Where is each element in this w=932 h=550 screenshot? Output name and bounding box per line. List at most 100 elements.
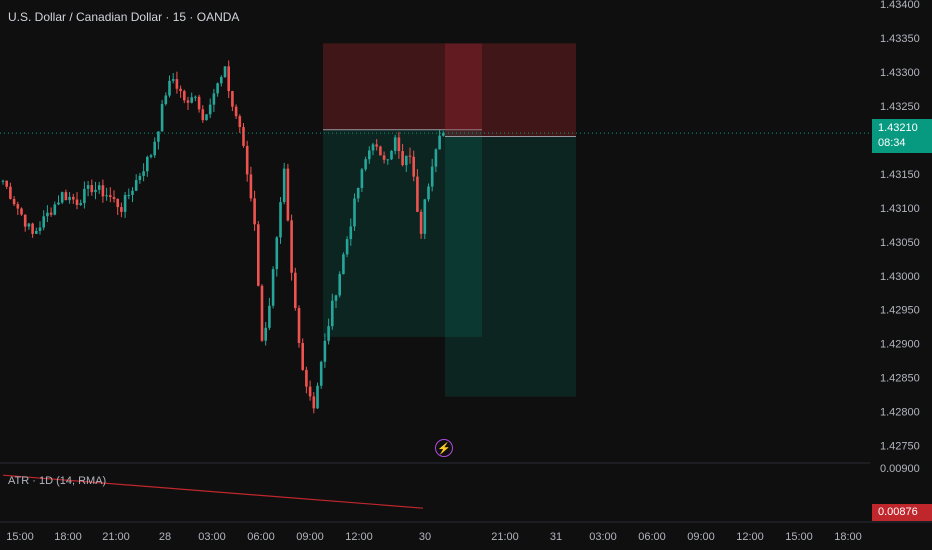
candles [1,60,445,414]
candle-body [175,79,179,89]
candle-body [112,197,116,199]
candle-body [223,66,227,77]
candle-body [205,114,208,121]
candle-body [301,343,304,370]
short-position-2-target-zone [445,136,576,397]
time-tick-label: 21:00 [102,531,130,543]
candle-body [316,385,319,409]
candle-body [183,91,186,101]
time-tick-label: 31 [550,531,562,543]
candle-body [105,195,108,197]
time-tick-label: 21:00 [491,531,519,543]
price-tick-label: 1.43050 [880,237,920,249]
candle-body [75,199,79,205]
candle-body [190,97,193,103]
candle-body [408,155,412,157]
candle-body [131,190,134,195]
candle-body [286,168,290,221]
candle-body [35,230,38,234]
atr-axis-label: 0.00900 [880,463,920,475]
time-tick-label: 06:00 [247,531,275,543]
candle-body [282,168,286,203]
price-tick-label: 1.42800 [880,407,920,419]
candle-body [79,203,82,205]
candle-body [57,202,60,205]
atr-indicator-label[interactable]: ATR · 1D (14, RMA) [8,475,107,487]
candle-body [290,220,293,273]
candle-body [94,189,97,193]
symbol-title[interactable]: U.S. Dollar / Canadian Dollar · 15 · OAN… [8,10,240,24]
candle-body [434,149,438,167]
position-tools[interactable] [323,43,576,397]
candle-body [342,254,345,275]
candle-body [160,104,164,132]
candle-body [227,66,230,92]
candle-body [164,95,168,105]
time-axis[interactable]: 15:00 18:00 21:00 28 03:00 06:00 09:00 12:00 30 2… [6,531,862,543]
candle-body [427,186,430,200]
candle-body [319,361,323,386]
candle-body [279,202,282,238]
candle-body [253,198,256,225]
price-tick-label: 1.43250 [880,101,920,113]
candle-body [423,199,427,234]
candle-body [245,145,249,175]
candle-body [234,106,238,117]
candle-body [16,204,20,209]
candle-body [179,88,182,92]
candle-body [430,166,434,187]
candle-body [120,207,123,212]
candle-body [294,272,297,309]
candle-body [101,185,105,197]
candle-body [90,185,94,193]
candle-body [72,196,75,200]
candle-body [86,185,90,189]
time-tick-label: 03:00 [198,531,226,543]
current-price-value: 1.43210 [878,122,918,134]
short-position-2-stop-zone [445,43,576,137]
candle-body [386,159,390,161]
candle-body [157,131,160,142]
candle-body [271,269,275,306]
price-tick-label: 1.43350 [880,33,920,45]
atr-current-badge: 0.00876 [872,504,932,521]
candle-body [208,104,212,115]
candle-body [331,300,334,327]
candle-body [46,212,49,217]
candle-body [442,133,445,136]
candle-body [305,369,308,387]
candle-body [216,83,219,94]
time-tick-label: 28 [159,531,171,543]
price-lines [0,132,932,523]
candle-body [127,194,131,196]
candle-body [138,175,142,181]
candle-body [345,239,349,255]
candle-body [97,185,101,190]
candle-body [368,150,371,160]
candle-body [412,156,415,177]
time-tick-label: 03:00 [589,531,617,543]
candle-body [260,285,264,341]
atr-pane [2,474,424,509]
candle-body [397,137,401,152]
candle-body [371,144,375,151]
candle-body [60,192,64,203]
lightning-bolt-icon[interactable]: ⚡ [435,439,453,457]
candle-body [238,116,242,128]
candle-body [275,237,279,270]
candle-body [297,308,301,344]
candle-body [334,295,338,301]
time-tick-label: 06:00 [638,531,666,543]
price-tick-label: 1.43000 [880,271,920,283]
price-tick-label: 1.42850 [880,373,920,385]
candle-body [264,327,267,341]
candle-body [390,150,393,160]
candle-body [419,211,423,234]
candle-body [9,186,12,199]
candle-body [220,76,223,84]
time-tick-label: 15:00 [6,531,34,543]
price-axis[interactable]: 1.43400 1.43350 1.43300 1.43250 1.43150 1.431… [880,0,920,475]
candle-body [323,340,327,362]
candle-body [5,180,8,187]
